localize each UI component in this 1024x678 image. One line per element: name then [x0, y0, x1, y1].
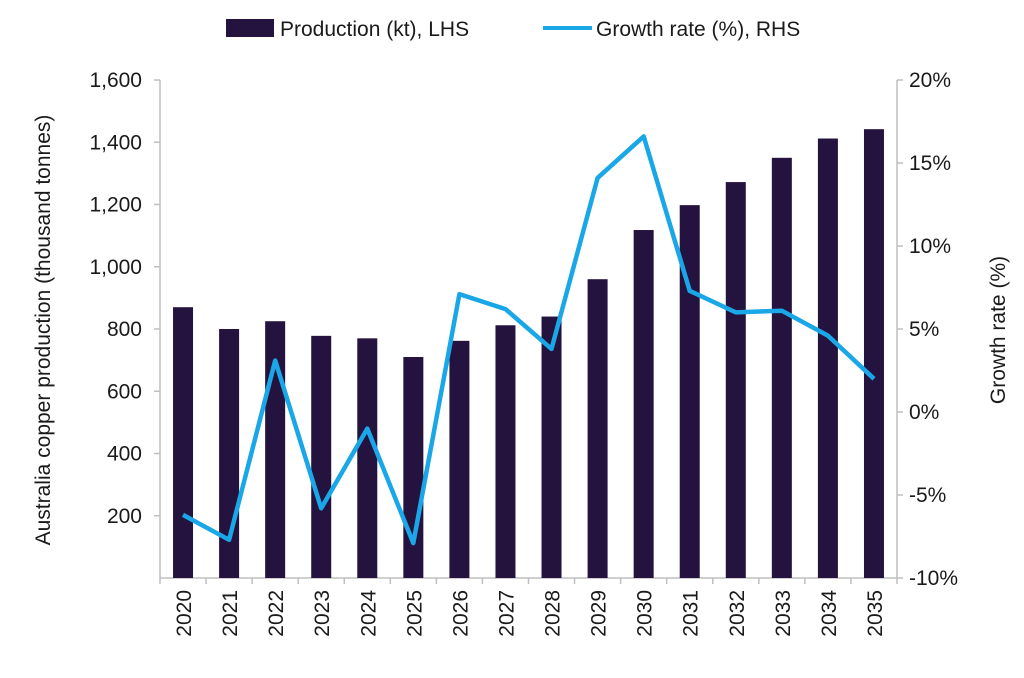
left-tick-label: 1,400 — [89, 131, 142, 154]
x-tick-label: 2021 — [219, 590, 242, 637]
production-bar-2027 — [495, 325, 516, 578]
x-tick-label: 2027 — [495, 590, 518, 637]
growth-rate-line — [181, 134, 876, 546]
right-tick-label: 5% — [909, 318, 939, 341]
left-tick-label: 400 — [107, 443, 142, 466]
production-bar-2024 — [357, 338, 378, 578]
growth-line-layer — [181, 134, 876, 546]
right-tick-label: -10% — [909, 567, 958, 590]
right-tick-label: 20% — [909, 69, 951, 92]
left-tick-label: 800 — [107, 318, 142, 341]
left-tick-label: 1,200 — [89, 194, 142, 217]
production-bar-2033 — [771, 157, 792, 578]
legend-label-production: Production (kt), LHS — [280, 18, 469, 41]
production-bar-2035 — [863, 129, 884, 579]
x-tick-label: 2032 — [726, 590, 749, 637]
right-tick-label: 0% — [909, 401, 939, 424]
production-bar-2031 — [679, 205, 700, 578]
production-bar-2034 — [817, 138, 838, 578]
production-bar-2030 — [633, 230, 654, 578]
right-tick-label: 15% — [909, 152, 951, 175]
production-bar-2028 — [541, 316, 562, 578]
x-tick-label: 2022 — [265, 590, 288, 637]
legend: Production (kt), LHS Growth rate (%), RH… — [226, 18, 800, 41]
x-axis-ticks: 2020 2021 2022 2023 2024 2025 2026 2027 2028 2029… — [159, 578, 898, 637]
production-bar-2026 — [449, 340, 470, 578]
right-tick-label: -5% — [909, 484, 946, 507]
production-bars — [173, 129, 884, 579]
x-tick-label: 2026 — [449, 590, 472, 637]
x-tick-label: 2035 — [864, 590, 887, 637]
x-tick-label: 2020 — [173, 590, 196, 637]
left-tick-label: 1,000 — [89, 256, 142, 279]
x-tick-label: 2030 — [634, 590, 657, 637]
x-tick-label: 2023 — [311, 590, 334, 637]
left-tick-label: 1,600 — [89, 69, 142, 92]
x-tick-label: 2025 — [403, 590, 426, 637]
x-tick-label: 2028 — [542, 590, 565, 637]
right-axis-ticks: -10% -5% 0% 5% 10% 15% 20% — [897, 69, 958, 590]
legend-swatch-production — [226, 19, 274, 37]
left-axis-title: Australia copper production (thousand to… — [32, 115, 55, 546]
x-tick-label: 2029 — [588, 590, 611, 637]
left-tick-label: 200 — [107, 505, 142, 528]
production-bar-2032 — [725, 182, 746, 578]
production-bar-2020 — [173, 307, 194, 578]
production-bar-2023 — [311, 335, 332, 578]
right-axis-title: Growth rate (%) — [987, 256, 1010, 404]
x-tick-label: 2033 — [772, 590, 795, 637]
x-tick-label: 2034 — [818, 590, 841, 637]
x-tick-label: 2031 — [680, 590, 703, 637]
production-bar-2029 — [587, 279, 608, 578]
left-tick-label: 600 — [107, 380, 142, 403]
legend-label-growth: Growth rate (%), RHS — [596, 18, 800, 41]
left-axis-ticks: 200 400 600 800 1,000 1,200 1,400 1,600 — [89, 69, 160, 528]
x-tick-label: 2024 — [357, 590, 380, 637]
right-tick-label: 10% — [909, 235, 951, 258]
